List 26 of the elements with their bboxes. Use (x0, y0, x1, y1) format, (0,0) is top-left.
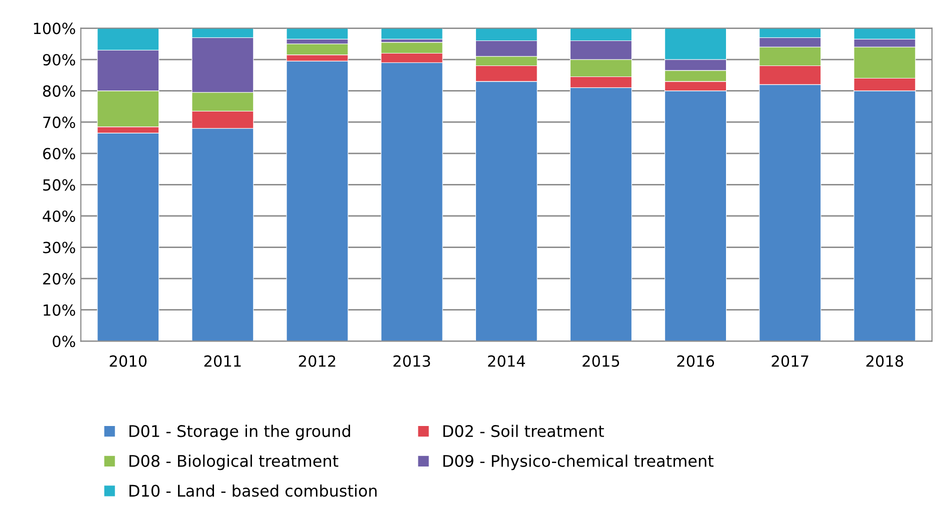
y-tick-label: 90% (42, 54, 76, 66)
x-tick-label: 2016 (677, 355, 714, 367)
x-tick-label: 2018 (866, 355, 904, 367)
x-tick-label: 2010 (110, 355, 147, 367)
y-tick-label: 10% (44, 304, 76, 316)
x-tick-label: 2015 (582, 355, 620, 367)
y-tick-label: 100% (34, 22, 76, 34)
legend-label: D01 - Storage in the ground (130, 424, 350, 440)
legend-label: D08 - Biological treatment (130, 454, 338, 470)
y-tick-label: 30% (43, 242, 76, 254)
legend-label: D09 - Physico-chemical treatment (443, 454, 714, 470)
x-tick-label: 2013 (394, 355, 430, 367)
y-tick-label: 70% (43, 116, 76, 128)
y-tick-label: 50% (43, 179, 76, 191)
legend-label: D10 - Land - based combustion (130, 484, 377, 497)
bar (380, 28, 443, 40)
x-tick-label: 2011 (204, 355, 241, 367)
y-tick-label: 80% (43, 85, 76, 97)
y-tick-label: 0% (52, 336, 76, 348)
y-tick-label: 60% (43, 148, 76, 160)
x-tick-label: 2017 (772, 355, 808, 367)
legend-label: D02 - Soil treatment (443, 424, 604, 438)
y-tick-label: 40% (42, 210, 76, 222)
x-tick-label: 2012 (298, 355, 336, 367)
x-tick-label: 2014 (488, 355, 525, 367)
y-tick-label: 20% (43, 273, 76, 285)
